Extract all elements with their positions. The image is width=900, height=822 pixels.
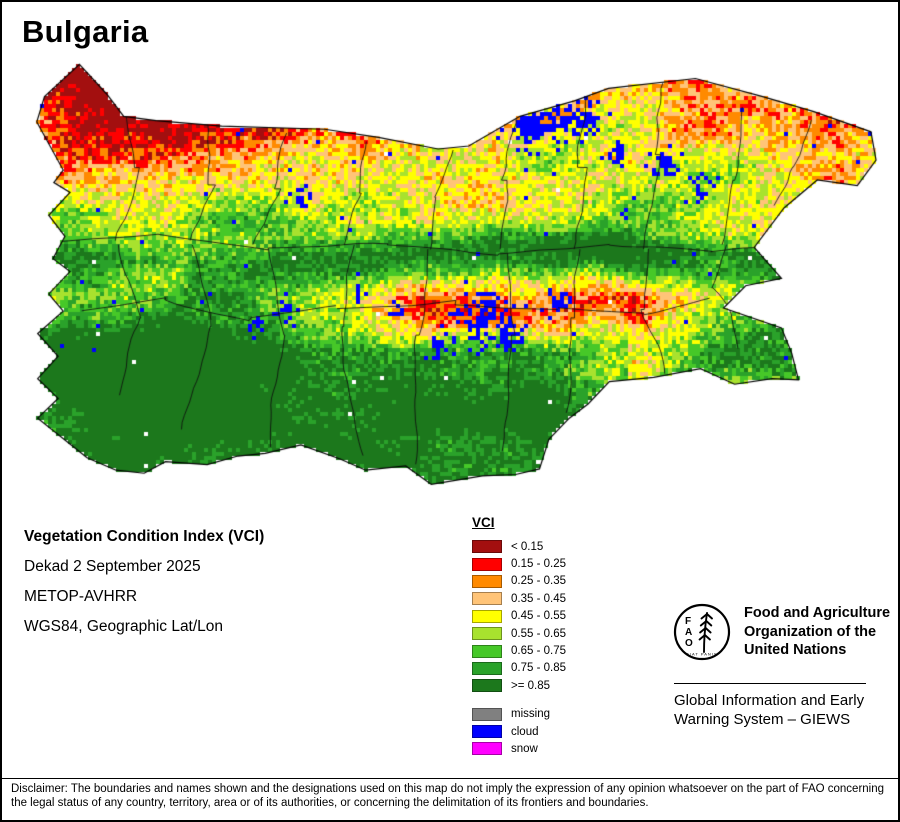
legend-label: 0.75 - 0.85 [511, 662, 566, 675]
legend-rows: < 0.15 0.15 - 0.25 0.25 - 0.35 0.35 - 0.45 0… [472, 538, 566, 758]
legend-row: missing [472, 706, 566, 723]
legend-label: < 0.15 [511, 540, 544, 553]
legend-row: cloud [472, 723, 566, 740]
legend: VCI < 0.15 0.15 - 0.25 0.25 - 0.35 0.35 - 0… [472, 515, 566, 758]
legend-row: snow [472, 740, 566, 757]
legend-swatch [472, 557, 502, 571]
legend-label: missing [511, 708, 550, 721]
info-index-name: Vegetation Condition Index (VCI) [24, 528, 265, 545]
fao-letter-f: F [685, 616, 691, 627]
fao-letter-a: A [685, 627, 692, 638]
fao-org-name: Food and Agriculture Organization of the… [744, 605, 891, 658]
info-projection: WGS84, Geographic Lat/Lon [24, 618, 224, 635]
fao-letter-o: O [685, 638, 693, 649]
map-info-block: Vegetation Condition Index (VCI) Dekad 2… [24, 529, 264, 649]
legend-row: 0.15 - 0.25 [472, 555, 566, 572]
fao-motto: FIAT PANIS [686, 652, 717, 657]
wheat-icon [698, 612, 713, 653]
page-title: Bulgaria [22, 14, 149, 49]
fao-block: F A O FIAT PANIS Food and Agriculture Or… [672, 600, 890, 740]
legend-swatch [472, 644, 502, 658]
legend-swatch [472, 574, 502, 588]
legend-row: >= 0.85 [472, 677, 566, 694]
legend-label: snow [511, 742, 538, 755]
legend-label: 0.25 - 0.35 [511, 575, 566, 588]
legend-row: 0.25 - 0.35 [472, 573, 566, 590]
legend-label: 0.55 - 0.65 [511, 627, 566, 640]
legend-swatch [472, 707, 502, 721]
legend-label: 0.15 - 0.25 [511, 558, 566, 571]
legend-label: 0.65 - 0.75 [511, 645, 566, 658]
info-sensor: METOP-AVHRR [24, 588, 138, 605]
legend-label: 0.45 - 0.55 [511, 610, 566, 623]
legend-row: 0.35 - 0.45 [472, 590, 566, 607]
legend-swatch [472, 679, 502, 693]
legend-swatch [472, 627, 502, 641]
legend-label: 0.35 - 0.45 [511, 592, 566, 605]
giews-divider [674, 683, 866, 684]
legend-swatch [472, 540, 502, 554]
legend-label: cloud [511, 725, 539, 738]
legend-row: 0.65 - 0.75 [472, 642, 566, 659]
vci-map [28, 56, 888, 498]
legend-row: 0.45 - 0.55 [472, 608, 566, 625]
legend-swatch [472, 609, 502, 623]
disclaimer-text: Disclaimer: The boundaries and names sho… [2, 778, 898, 810]
legend-row: < 0.15 [472, 538, 566, 555]
legend-swatch [472, 592, 502, 606]
legend-label: >= 0.85 [511, 679, 551, 692]
fao-logo-icon: F A O FIAT PANIS [673, 603, 731, 661]
legend-title: VCI [472, 515, 495, 530]
legend-row: 0.75 - 0.85 [472, 660, 566, 677]
legend-row: 0.55 - 0.65 [472, 625, 566, 642]
legend-swatch [472, 661, 502, 675]
giews-name: Global Information and Early Warning Sys… [674, 692, 865, 728]
legend-swatch [472, 725, 502, 739]
info-dekad: Dekad 2 September 2025 [24, 558, 201, 575]
fao-logo-circle [673, 603, 731, 661]
legend-swatch [472, 742, 502, 756]
